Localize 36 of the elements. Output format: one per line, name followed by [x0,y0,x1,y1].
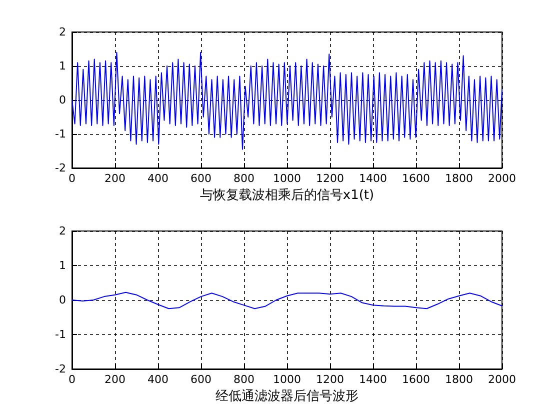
x-tick-label: 1600 [402,373,430,386]
x-tick-label: 1800 [445,373,473,386]
x-tick-label: 800 [234,172,254,185]
x-tick-label: 2000 [488,373,516,386]
line-series [72,292,502,310]
x-tick-label: 1400 [359,172,387,185]
y-tick-label: 1 [59,60,66,72]
x-tick-label: 1600 [402,172,430,185]
y-tick-label: -1 [55,128,66,140]
y-tick-label: 2 [59,26,66,38]
x-tick-label: 600 [190,172,212,185]
x-tick-label: 1800 [445,172,473,185]
y-tick-label: 0 [59,94,66,106]
x-tick-label: 1200 [316,172,344,185]
x-tick-label: 0 [68,373,76,386]
x-tick-label: 1400 [359,373,387,386]
x-tick-label: 800 [234,373,254,386]
x-tick-label: 1000 [273,373,301,386]
x-tick-label: 0 [68,172,76,185]
x-tick-label: 400 [148,373,168,386]
y-tick-label: -2 [55,162,66,174]
y-tick-label: 1 [59,259,66,272]
x-tick-label: 600 [190,373,212,386]
x-tick-label: 400 [148,172,168,185]
y-tick-label: 0 [59,294,66,306]
x-tick-label: 1000 [273,172,301,185]
y-tick-label: 2 [59,224,66,238]
x-tick-label: 1200 [316,373,344,386]
x-tick-label: 2000 [488,172,516,185]
line-series [72,52,502,150]
x-tick-label: 200 [104,172,126,185]
x-axis-title: 与恢复载波相乘后的信号x1(t) [200,188,374,203]
y-tick-label: -1 [55,328,66,341]
y-tick-label: -2 [55,362,66,376]
x-tick-label: 200 [104,373,126,386]
x-axis-title: 经低通滤波器后信号波形 [216,389,358,404]
